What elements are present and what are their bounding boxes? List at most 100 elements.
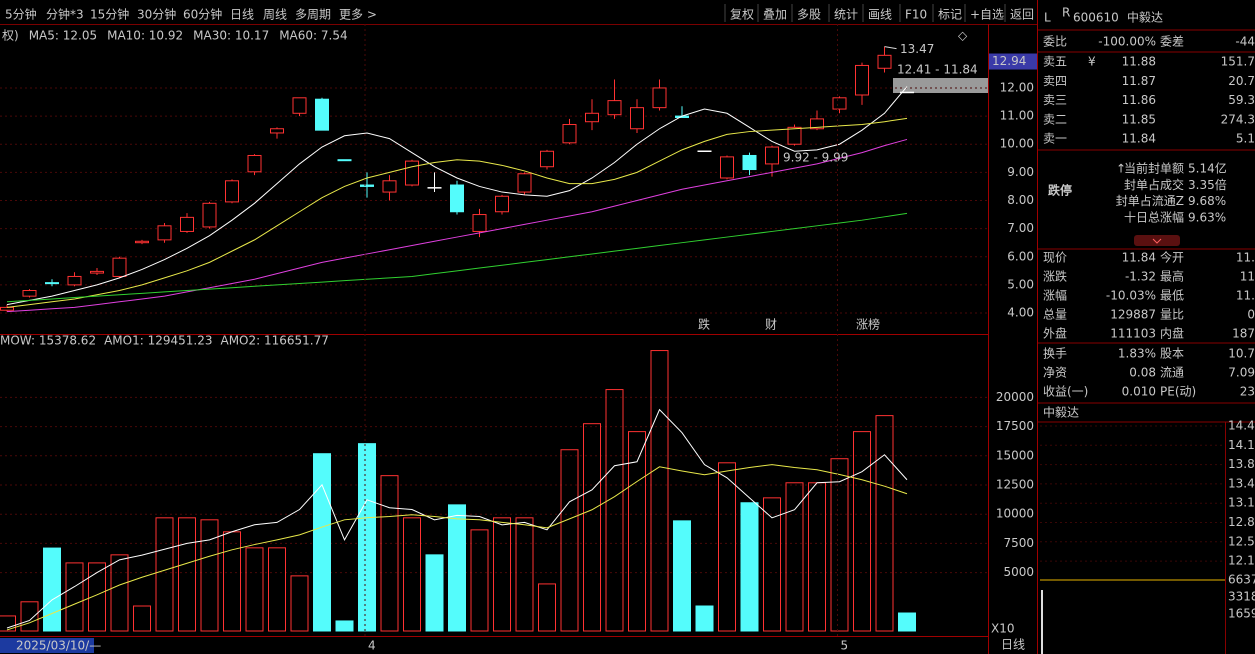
tool-button[interactable]: F10	[905, 8, 927, 22]
event-tag[interactable]: 财	[765, 318, 777, 332]
y-tick-label: 11.00	[1000, 109, 1034, 123]
high-label: 13.47	[900, 42, 934, 56]
settings-icon[interactable]: ◇	[958, 29, 968, 43]
row-value: -100.00%	[1098, 35, 1156, 49]
mini-price-label: 13.16	[1228, 496, 1255, 510]
row-label: 涨跌	[1043, 269, 1067, 284]
tool-button[interactable]: 统计	[834, 8, 858, 22]
candle-body	[337, 159, 352, 162]
event-tag[interactable]: 涨榜	[856, 317, 880, 332]
candle-body	[562, 124, 577, 144]
y-tick-label: 4.00	[1007, 306, 1034, 320]
period-tab[interactable]: 60分钟	[183, 7, 222, 22]
volume-bar	[245, 547, 264, 632]
candle-body	[292, 97, 307, 114]
volume-bar	[560, 449, 579, 632]
candle-body	[630, 107, 644, 130]
candle-body	[405, 160, 419, 186]
mini-price-label: 13.82	[1228, 457, 1255, 471]
event-tag[interactable]: 跌	[698, 317, 710, 332]
expand-button[interactable]	[1134, 235, 1180, 246]
volume-bar	[830, 458, 849, 632]
row-value: 23	[1240, 385, 1255, 399]
volume-bar	[88, 562, 106, 632]
row-label: 总量	[1043, 308, 1067, 322]
row-label: 今开	[1160, 250, 1184, 265]
legend-entry: AMO1: 129451.23	[104, 334, 212, 348]
row-value: 11	[1240, 270, 1255, 284]
volume-bar	[425, 554, 444, 632]
candle-body	[90, 270, 104, 274]
row-value: 11.84	[1122, 251, 1156, 265]
period-tab[interactable]: 15分钟	[90, 7, 129, 22]
legend-entry: MA30: 10.17	[193, 29, 269, 43]
row-label: 最低	[1160, 289, 1184, 303]
volume-bar	[268, 547, 286, 632]
period-tab[interactable]: 周线	[263, 8, 287, 22]
tool-button[interactable]: 多股	[797, 8, 821, 22]
volume-bar	[740, 502, 759, 632]
seal-label: 当前封单额	[1124, 161, 1184, 176]
ma-line	[6, 212, 908, 303]
y-tick-label: 6.00	[1007, 249, 1034, 263]
order-price: 11.87	[1122, 74, 1156, 88]
order-label: 卖四	[1043, 74, 1067, 88]
y-tick-label: 7.00	[1007, 221, 1034, 235]
range-annotation: 9.92 - 9.99	[783, 151, 848, 165]
tool-button[interactable]: 叠加	[763, 8, 787, 22]
volume-bar	[875, 415, 894, 632]
legend-entry: MA5: 12.05	[29, 29, 97, 43]
volume-bar	[335, 620, 354, 632]
tool-button[interactable]: 复权	[730, 8, 754, 22]
row-label: 量比	[1160, 308, 1184, 322]
tool-button[interactable]: +自选	[970, 8, 1004, 22]
row-value: 11.	[1236, 251, 1255, 265]
volume-bar	[290, 575, 309, 632]
candle-body	[877, 54, 892, 69]
legend-lead: 权)	[2, 29, 19, 43]
period-tab[interactable]: 5分钟	[5, 7, 37, 22]
candle-body	[472, 214, 487, 232]
candle-body	[157, 225, 172, 241]
volume-bar	[43, 547, 61, 632]
candle-body	[0, 306, 14, 311]
candle-body	[855, 64, 869, 96]
mini-price-label: 12.50	[1228, 534, 1255, 548]
order-label: 卖五	[1043, 55, 1067, 69]
row-value: 7.09	[1228, 366, 1255, 380]
y-tick-label: 20000	[996, 390, 1034, 404]
date-cursor	[0, 638, 94, 653]
row-value: 11.	[1236, 289, 1255, 303]
footer-period[interactable]: 日线	[1001, 638, 1025, 652]
y-tick-label: 5000	[1003, 565, 1034, 579]
limit-status: 跌停	[1048, 183, 1072, 198]
legend-entry: MOW: 15378.62	[0, 334, 96, 348]
row-label: 内盘	[1160, 326, 1184, 341]
y-tick-label: 10.00	[1000, 137, 1034, 151]
mini-volume-label: 33185	[1228, 590, 1255, 604]
volume-bar	[515, 517, 534, 632]
candle-body	[135, 240, 149, 244]
row-value: 0	[1247, 308, 1255, 322]
seal-value: 3.35倍	[1188, 177, 1227, 192]
period-tab[interactable]: 分钟*3	[46, 7, 84, 22]
period-tab[interactable]: 更多 >	[339, 8, 377, 22]
candle-body	[360, 184, 374, 187]
stock-code: 600610	[1073, 11, 1119, 25]
ma-line	[6, 86, 908, 306]
mini-title: 中毅达	[1043, 405, 1079, 420]
row-label: 委比	[1043, 35, 1067, 49]
candle-body	[382, 180, 397, 193]
period-tab[interactable]: 30分钟	[137, 7, 176, 22]
tool-button[interactable]: 画线	[868, 8, 892, 22]
order-price: 11.85	[1122, 112, 1156, 126]
tool-button[interactable]: 标记	[938, 8, 962, 22]
volume-bar	[695, 605, 714, 632]
legend-entry: AMO2: 116651.77	[220, 334, 328, 348]
mini-volume-label: 1659	[1228, 607, 1255, 621]
tool-button[interactable]: 返回	[1010, 8, 1034, 22]
volume-bar	[110, 554, 129, 632]
period-tab[interactable]: 日线	[230, 8, 254, 22]
order-volume: 59.3	[1228, 93, 1255, 107]
period-tab[interactable]: 多周期	[295, 8, 331, 22]
